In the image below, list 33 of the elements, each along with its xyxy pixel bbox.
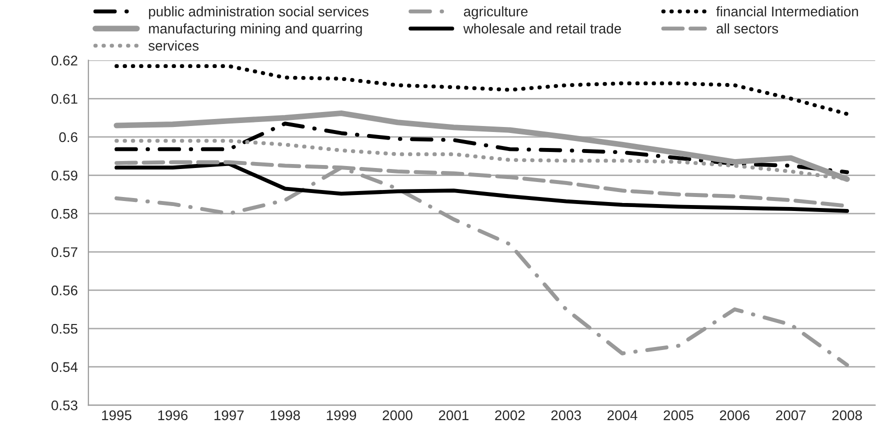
y-tick-label: 0.56 [51, 286, 78, 296]
line-series [114, 122, 850, 174]
x-tick-label: 1997 [214, 410, 244, 420]
x-tick-label: 2004 [608, 410, 638, 420]
y-tick-label: 0.59 [51, 170, 78, 180]
legend-label: all sectors [716, 23, 778, 34]
x-tick-label: 2003 [551, 410, 581, 420]
x-tick-label: 1995 [102, 410, 132, 420]
x-tick-label: 1996 [158, 410, 188, 420]
legend-label: agriculture [464, 6, 528, 20]
x-tick-label: 2002 [495, 410, 525, 420]
y-tick-label: 0.61 [51, 94, 78, 104]
y-tick-label: 0.57 [51, 247, 78, 258]
legend-label: wholesale and retail trade [463, 23, 621, 34]
x-tick-label: 2005 [664, 410, 694, 420]
y-tick-label: 0.53 [51, 400, 78, 410]
legend-label: manufacturing mining and quarring [149, 23, 362, 36]
x-tick-label: 2001 [438, 410, 468, 420]
x-tick-label: 1998 [270, 410, 300, 420]
legend-label: services [148, 40, 199, 51]
x-tick-label: 1999 [326, 410, 356, 420]
line-series [114, 64, 850, 116]
x-tick-label: 2000 [382, 410, 412, 420]
y-tick-label: 0.6 [59, 132, 78, 142]
y-tick-label: 0.62 [51, 56, 78, 66]
x-tick-label: 2007 [776, 410, 806, 420]
y-tick-label: 0.54 [51, 362, 78, 372]
y-tick-label: 0.55 [51, 324, 78, 334]
y-tick-label: 0.58 [51, 208, 78, 219]
legend-label: financial Intermediation [716, 6, 858, 16]
legend-label: public administration social services [149, 6, 368, 20]
x-tick-label: 2008 [832, 410, 862, 420]
x-tick-label: 2006 [720, 410, 750, 420]
